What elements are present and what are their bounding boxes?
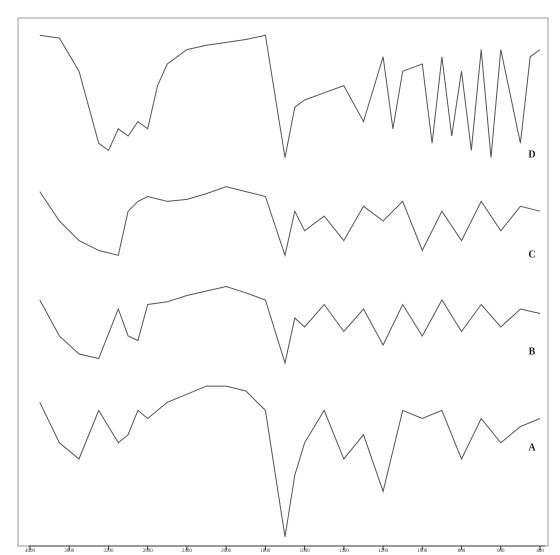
x-tick-label: 2800 bbox=[143, 549, 154, 554]
x-tick-label: 1400 bbox=[339, 549, 350, 554]
spectrum-line bbox=[39, 285, 541, 365]
x-tick-label: 1200 bbox=[378, 549, 389, 554]
x-tick-label: 2400 bbox=[182, 549, 193, 554]
x-tick-label: 400 bbox=[536, 549, 544, 554]
series-label: A bbox=[528, 442, 536, 453]
x-tick-label: 2000 bbox=[221, 549, 232, 554]
x-tick-label: 1000 bbox=[417, 549, 428, 554]
x-tick-label: 1600 bbox=[300, 549, 311, 554]
x-tick-label: 4000 bbox=[25, 549, 36, 554]
spectrum-line bbox=[39, 34, 541, 158]
x-tick-label: 600 bbox=[497, 549, 505, 554]
series-label: B bbox=[529, 346, 536, 357]
spectrum-line bbox=[39, 385, 541, 537]
spectrum-line bbox=[39, 186, 541, 258]
x-tick-label: 1800 bbox=[260, 549, 271, 554]
x-tick-label: 3600 bbox=[64, 549, 75, 554]
series-label: D bbox=[528, 149, 535, 160]
x-tick-label: 800 bbox=[458, 549, 466, 554]
x-tick-label: 3200 bbox=[103, 549, 114, 554]
series-label: C bbox=[528, 249, 535, 260]
frame bbox=[17, 17, 549, 547]
